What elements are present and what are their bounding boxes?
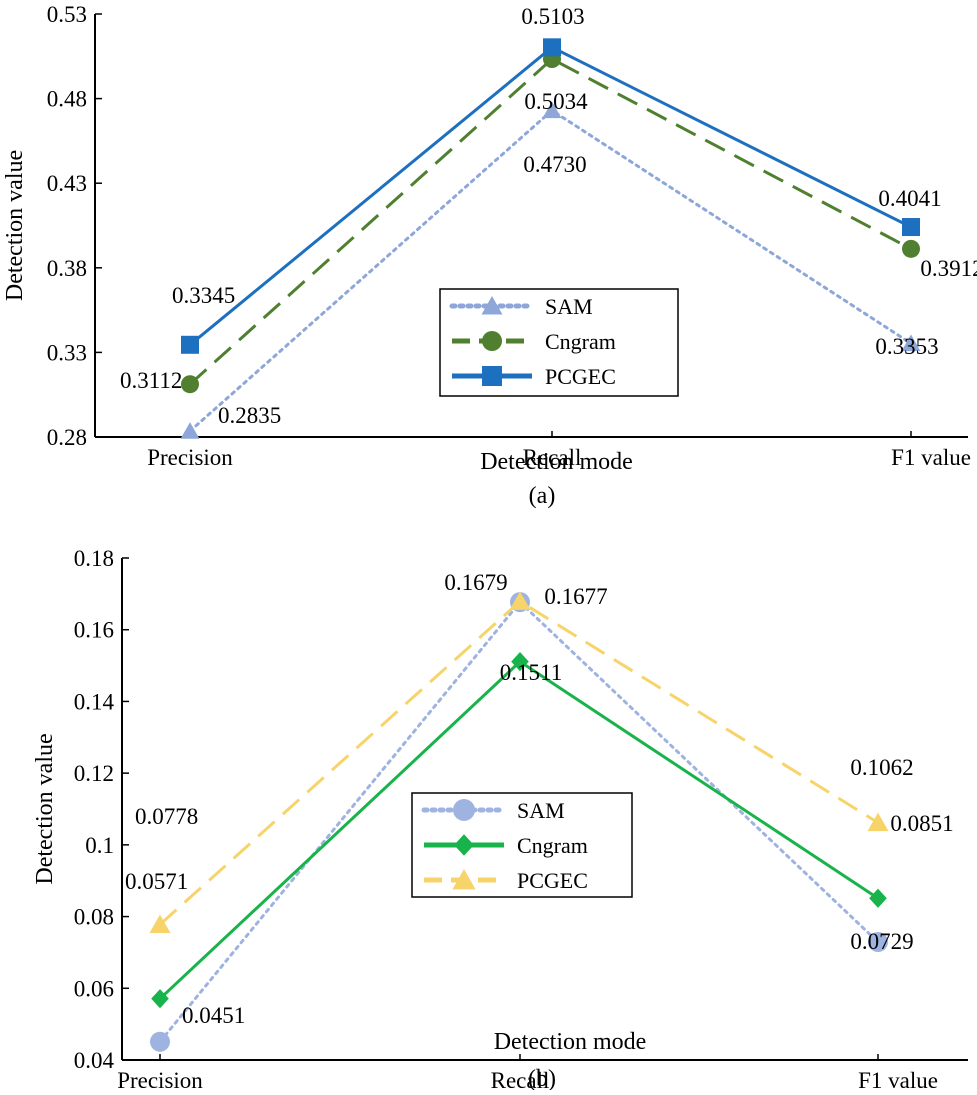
data-point bbox=[149, 914, 171, 933]
y-tick-label: 0.06 bbox=[74, 976, 114, 1001]
data-label: 0.4041 bbox=[878, 186, 941, 211]
y-tick-label: 0.53 bbox=[47, 2, 87, 27]
data-label: 0.2835 bbox=[218, 403, 281, 428]
panel-label: (a) bbox=[529, 483, 556, 509]
chart-panel-a: 0.28 0.33 0.38 0.43 0.48 0.53 Precision Recall F… bbox=[2, 2, 977, 509]
data-point bbox=[180, 422, 200, 439]
data-label: 0.1679 bbox=[444, 570, 507, 595]
y-tick-label: 0.04 bbox=[74, 1048, 115, 1073]
data-label: 0.1062 bbox=[850, 755, 913, 780]
y-tick-label: 0.33 bbox=[47, 340, 87, 365]
series-cngram: 0.3112 0.5034 0.3912 bbox=[120, 50, 977, 394]
data-point bbox=[869, 888, 887, 908]
data-label: 0.0778 bbox=[135, 804, 198, 829]
series-pcgec: 0.3345 0.5103 0.4041 bbox=[172, 4, 942, 354]
data-label: 0.4730 bbox=[523, 152, 586, 177]
chart-panel-b: 0.04 0.06 0.08 0.1 0.12 0.14 0.16 0.18 Precision… bbox=[32, 546, 968, 1093]
data-label: 0.3112 bbox=[120, 368, 182, 393]
data-point bbox=[509, 591, 531, 610]
data-label: 0.5034 bbox=[524, 89, 588, 114]
legend-marker bbox=[481, 296, 503, 315]
data-point bbox=[542, 101, 562, 119]
legend-label: SAM bbox=[517, 798, 565, 823]
legend-label: Cngram bbox=[517, 833, 588, 858]
y-tick-label: 0.43 bbox=[47, 171, 87, 196]
series-pcgec: 0.0778 0.1679 0.1062 bbox=[135, 570, 914, 933]
data-label: 0.0571 bbox=[125, 869, 188, 894]
x-tick-label: Recall bbox=[523, 445, 582, 470]
data-point bbox=[902, 239, 920, 258]
x-tick-label: F1 value bbox=[891, 445, 971, 470]
data-point bbox=[151, 989, 169, 1009]
legend-marker bbox=[482, 331, 502, 351]
x-tick-label: Precision bbox=[117, 1068, 203, 1090]
legend-marker bbox=[453, 799, 475, 821]
legend: SAM Cngram PCGEC bbox=[411, 792, 633, 898]
data-point bbox=[150, 1031, 170, 1052]
legend-label: SAM bbox=[545, 294, 593, 319]
x-tick-label: Precision bbox=[147, 445, 233, 470]
y-tick-label: 0.12 bbox=[74, 761, 114, 786]
legend-label: PCGEC bbox=[545, 364, 616, 389]
legend-marker bbox=[452, 869, 476, 890]
y-tick-label: 0.1 bbox=[85, 833, 114, 858]
y-tick-label: 0.48 bbox=[47, 87, 87, 112]
data-label: 0.1677 bbox=[544, 584, 607, 609]
y-tick-label: 0.16 bbox=[74, 618, 114, 643]
data-label: 0.1511 bbox=[500, 660, 562, 685]
legend-label: Cngram bbox=[545, 329, 616, 354]
y-tick-label: 0.38 bbox=[47, 256, 87, 281]
y-axis-title: Detection value bbox=[2, 150, 28, 301]
x-axis-title: Detection mode bbox=[480, 449, 633, 475]
data-label: 0.5103 bbox=[521, 4, 584, 29]
y-tick-label: 0.18 bbox=[74, 546, 114, 571]
data-label: 0.3345 bbox=[172, 283, 235, 308]
data-label: 0.0729 bbox=[850, 929, 913, 954]
x-tick-label: Recall bbox=[491, 1068, 550, 1090]
data-point bbox=[511, 652, 529, 672]
series-cngram: 0.0571 0.1511 0.0851 bbox=[125, 652, 954, 1009]
series-sam: 0.2835 0.4730 0.3353 bbox=[180, 101, 939, 439]
data-point bbox=[543, 38, 561, 57]
y-tick-label: 0.28 bbox=[47, 425, 87, 450]
legend-marker bbox=[454, 834, 474, 856]
data-point bbox=[867, 812, 889, 832]
data-point bbox=[181, 375, 199, 394]
data-label: 0.0851 bbox=[890, 811, 953, 836]
data-point bbox=[901, 334, 921, 352]
data-point bbox=[868, 932, 888, 953]
x-axis-title: Detection mode bbox=[494, 1029, 647, 1055]
data-point bbox=[181, 335, 199, 354]
y-axis-title: Detection value bbox=[32, 733, 58, 884]
data-label: 0.3353 bbox=[875, 334, 938, 359]
x-tick-label: F1 value bbox=[858, 1068, 938, 1090]
legend: SAM Cngram PCGEC bbox=[439, 288, 679, 397]
data-point bbox=[902, 218, 920, 237]
legend-marker bbox=[482, 366, 502, 386]
panel-label: (b) bbox=[528, 1066, 556, 1090]
data-label: 0.0451 bbox=[182, 1003, 245, 1028]
y-tick-label: 0.08 bbox=[74, 905, 114, 930]
y-tick-label: 0.14 bbox=[74, 689, 115, 714]
data-label: 0.3912 bbox=[920, 256, 977, 281]
legend-label: PCGEC bbox=[517, 868, 588, 893]
